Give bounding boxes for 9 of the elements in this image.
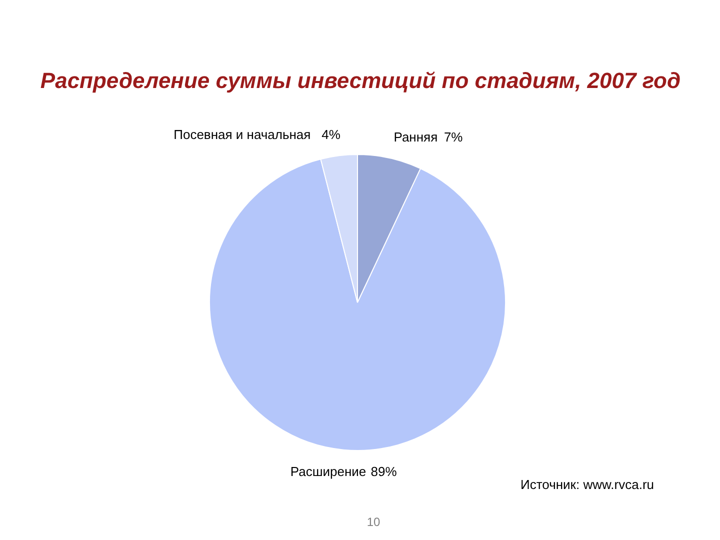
- data-label: 7%: [444, 129, 464, 144]
- text: 10: [366, 515, 380, 529]
- data-label: 4%: [322, 126, 341, 142]
- chart-title: Распределение суммы инвестиций по стадиям, 2007 год: [40, 68, 681, 93]
- slice-label: Посевная и начальная: [174, 126, 311, 142]
- data-label: 89%: [370, 464, 398, 479]
- text: Источник: www.rvca.ru: [520, 477, 654, 492]
- slice-label: Расширение: [290, 464, 366, 479]
- slice-label: Ранняя: [394, 129, 438, 144]
